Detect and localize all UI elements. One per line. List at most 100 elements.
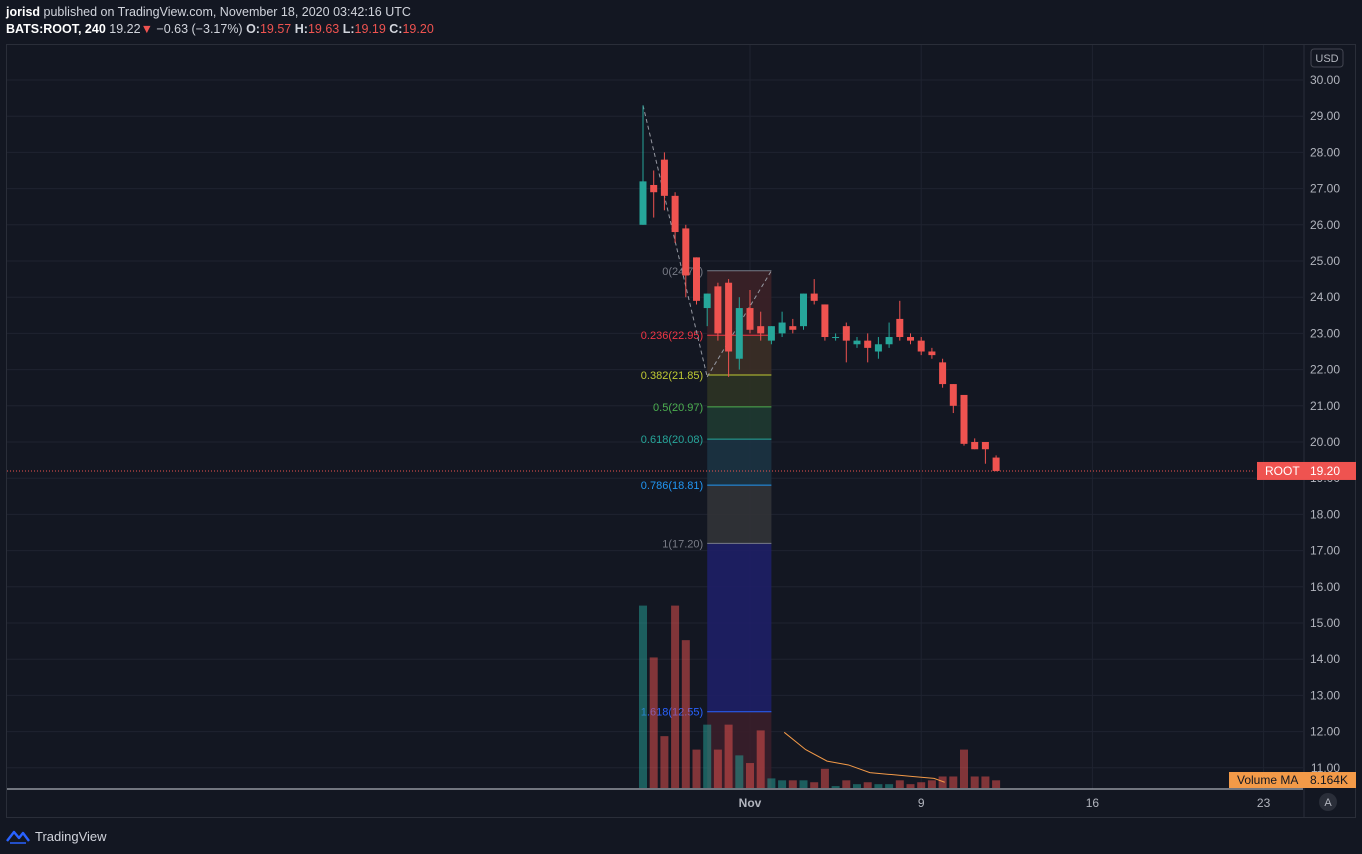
fib-zone bbox=[707, 439, 772, 486]
volume-bar bbox=[895, 780, 904, 788]
volume-bar bbox=[713, 749, 722, 788]
close-value: 19.20 bbox=[402, 22, 434, 36]
tradingview-logo-icon bbox=[6, 830, 30, 844]
volume-ma-badge bbox=[1229, 772, 1356, 788]
volume-bar bbox=[767, 778, 776, 788]
fib-level-label: 0.786(18.81) bbox=[641, 480, 703, 492]
y-tick-label: 20.00 bbox=[1310, 435, 1340, 449]
volume-bar bbox=[746, 763, 754, 788]
candle-body bbox=[864, 340, 872, 348]
auto-scale-label: A bbox=[1324, 797, 1332, 809]
candle-body bbox=[917, 340, 925, 352]
volume-ma-line bbox=[783, 731, 945, 783]
chart-frame bbox=[6, 44, 1356, 818]
y-tick-label: 21.00 bbox=[1310, 399, 1340, 413]
fib-zone bbox=[707, 375, 772, 407]
candle-body bbox=[842, 326, 850, 341]
last-price: 19.22 bbox=[109, 22, 141, 36]
currency-box bbox=[1310, 48, 1344, 68]
y-tick-label: 29.00 bbox=[1310, 109, 1340, 123]
volume-bar bbox=[853, 784, 861, 788]
fib-zone bbox=[707, 543, 772, 712]
candle-body bbox=[939, 362, 947, 385]
x-tick-label: 16 bbox=[1086, 796, 1100, 810]
high-label: H: bbox=[294, 22, 308, 36]
candle-body bbox=[960, 394, 968, 444]
fib-level-label: 0.618(20.08) bbox=[641, 434, 703, 446]
chart-header: jorisd published on TradingView.com, Nov… bbox=[6, 3, 1356, 43]
volume-bar bbox=[831, 786, 840, 788]
symbol-label[interactable]: BATS:ROOT, 240 bbox=[6, 22, 106, 36]
volume-bar bbox=[842, 780, 851, 788]
candle-body bbox=[810, 293, 818, 301]
candle-body bbox=[928, 351, 936, 356]
candle-body bbox=[682, 228, 690, 276]
volume-bar bbox=[660, 736, 669, 788]
high-value: 19.63 bbox=[307, 22, 340, 36]
y-tick-label: 17.00 bbox=[1310, 544, 1340, 558]
volume-bar bbox=[799, 780, 808, 788]
candle-body bbox=[874, 344, 882, 352]
last-price-symbol: ROOT bbox=[1265, 464, 1300, 478]
y-tick-label: 15.00 bbox=[1310, 616, 1340, 630]
y-tick-label: 22.00 bbox=[1310, 363, 1340, 377]
low-label: L: bbox=[342, 22, 355, 36]
candle-body bbox=[703, 293, 711, 309]
volume-bar bbox=[756, 730, 765, 788]
candle-body bbox=[639, 181, 647, 225]
fib-level-label: 0.5(20.97) bbox=[653, 402, 703, 414]
candle-body bbox=[949, 384, 957, 406]
candle-body bbox=[660, 159, 668, 196]
candle-body bbox=[971, 442, 979, 450]
volume-bar bbox=[927, 780, 936, 788]
y-tick-label: 14.00 bbox=[1310, 652, 1340, 666]
open-label: O: bbox=[246, 22, 260, 36]
x-tick-label: Nov bbox=[739, 796, 762, 810]
fib-zone bbox=[707, 406, 772, 440]
volume-bar bbox=[724, 724, 733, 788]
x-tick-label: 23 bbox=[1257, 796, 1271, 810]
volume-bar bbox=[810, 782, 819, 788]
y-tick-label: 12.00 bbox=[1310, 725, 1340, 739]
y-tick-label: 16.00 bbox=[1310, 580, 1340, 594]
volume-ma-label: Volume MA bbox=[1237, 773, 1298, 787]
price-chart[interactable]: 0(24.73)0.236(22.95)0.382(21.85)0.5(20.9… bbox=[0, 0, 1362, 820]
candle-body bbox=[800, 293, 807, 327]
footer: TradingView bbox=[6, 826, 107, 846]
candle-body bbox=[885, 337, 893, 345]
volume-bar bbox=[671, 605, 680, 788]
volume-bar bbox=[649, 657, 658, 788]
y-tick-label: 26.00 bbox=[1310, 218, 1340, 232]
currency-label: USD bbox=[1315, 53, 1338, 65]
publish-info: jorisd published on TradingView.com, Nov… bbox=[6, 5, 411, 19]
down-arrow-icon: ▼ bbox=[140, 22, 153, 36]
volume-bar bbox=[992, 780, 1001, 788]
volume-ma-value: 8.164K bbox=[1310, 773, 1348, 787]
volume-bar bbox=[874, 784, 883, 788]
candle-body bbox=[746, 308, 754, 330]
volume-bar bbox=[938, 776, 947, 788]
tradingview-brand[interactable]: TradingView bbox=[35, 828, 107, 844]
volume-bar bbox=[788, 780, 797, 788]
y-tick-label: 23.00 bbox=[1310, 326, 1340, 340]
candle-body bbox=[853, 340, 861, 345]
candle-body bbox=[789, 326, 797, 330]
volume-bar bbox=[703, 724, 712, 788]
close-label: C: bbox=[389, 22, 403, 36]
y-tick-label: 28.00 bbox=[1310, 145, 1340, 159]
author-name[interactable]: jorisd bbox=[6, 5, 41, 19]
candle-body bbox=[821, 304, 829, 338]
trend-line-down bbox=[642, 105, 708, 377]
fib-level-label: 0.382(21.85) bbox=[641, 370, 703, 382]
fib-level-label: 0.236(22.95) bbox=[641, 330, 703, 342]
volume-bar bbox=[949, 776, 958, 788]
candle-body bbox=[907, 337, 914, 341]
published-text: published on TradingView.com, November 1… bbox=[43, 5, 411, 19]
volume-bar bbox=[778, 780, 787, 788]
auto-scale-button bbox=[1319, 793, 1337, 811]
y-tick-label: 18.00 bbox=[1310, 507, 1340, 521]
candle-body bbox=[767, 326, 775, 341]
last-price-value: 19.20 bbox=[1310, 464, 1340, 478]
volume-bar bbox=[863, 782, 872, 788]
candle-body bbox=[650, 184, 658, 193]
